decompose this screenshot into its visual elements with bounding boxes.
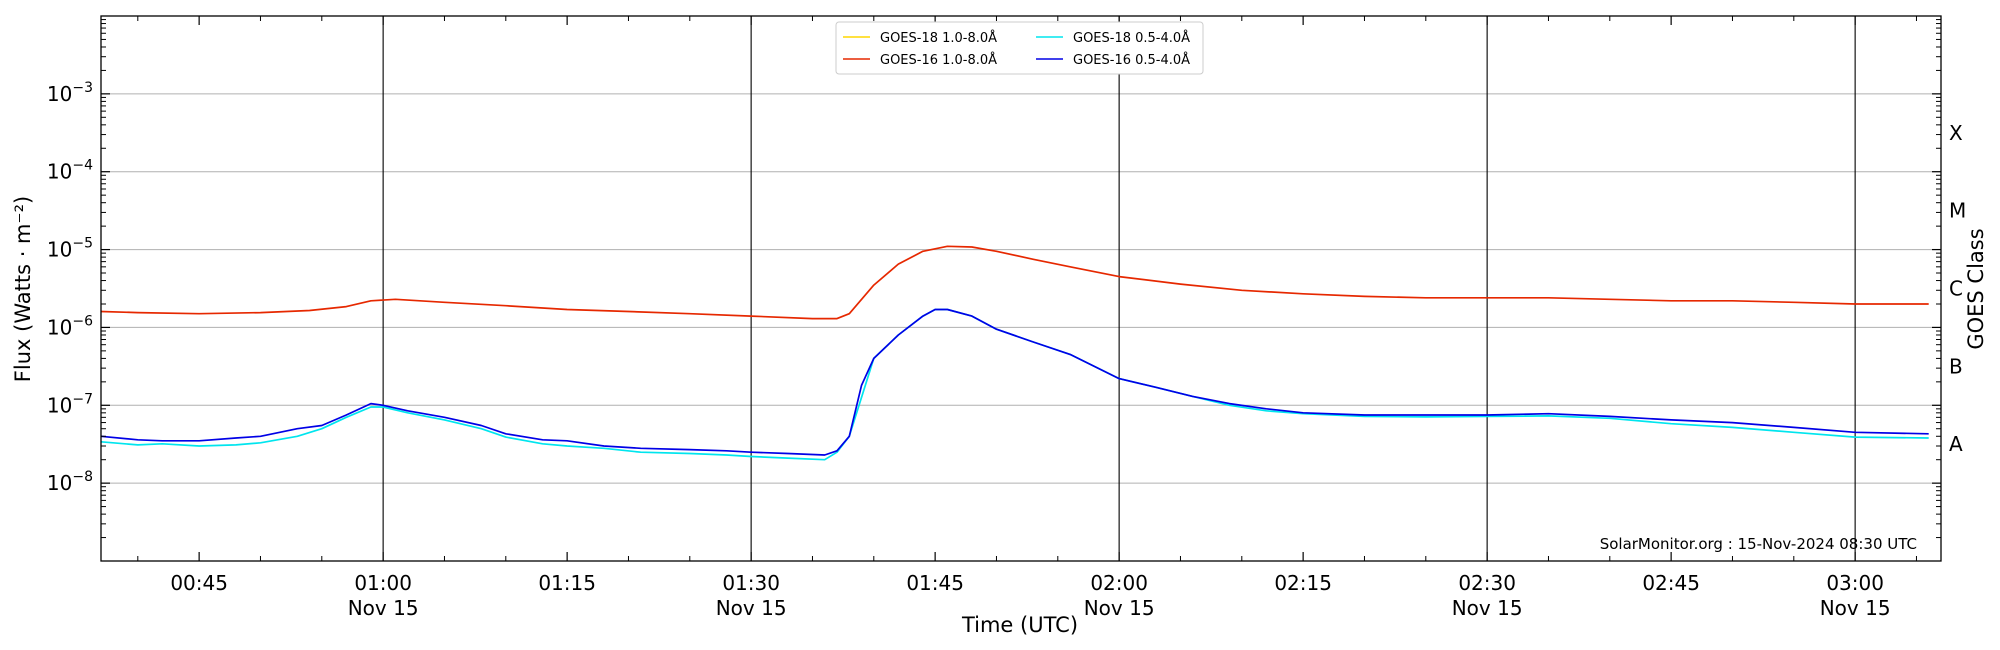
x-tick-date-label: Nov 15 — [1084, 596, 1155, 620]
y2-axis-title: GOES Class — [1964, 228, 1988, 349]
x-tick-label: 01:00 — [354, 571, 412, 595]
x-tick-label: 00:45 — [170, 571, 228, 595]
legend: GOES-18 1.0-8.0Å GOES-16 1.0-8.0Å GOES-1… — [835, 21, 1204, 75]
goes-class-label: A — [1949, 432, 1963, 456]
y-axis-title: Flux (Watts · m⁻²) — [11, 196, 35, 382]
series-line-3 — [100, 308, 1929, 456]
x-tick-date-label: Nov 15 — [716, 596, 787, 620]
grid-layer — [101, 93, 1941, 484]
x-tick-label: 01:15 — [538, 571, 596, 595]
legend-box — [835, 21, 1204, 75]
series-line-1 — [100, 245, 1929, 320]
series-layer — [100, 245, 1929, 461]
x-tick-label: 03:00 — [1826, 571, 1884, 595]
x-tick-label: 02:15 — [1274, 571, 1332, 595]
x-tick-label: 01:30 — [722, 571, 780, 595]
x-tick-label: 02:45 — [1642, 571, 1700, 595]
x-tick-label: 02:30 — [1458, 571, 1516, 595]
legend-label-goes18-long: GOES-18 1.0-8.0Å — [880, 30, 997, 46]
y-tick-label: 10−5 — [47, 236, 93, 262]
x-tick-date-label: Nov 15 — [1452, 596, 1523, 620]
x-tick-date-label: Nov 15 — [1820, 596, 1891, 620]
goes-class-label: C — [1949, 277, 1963, 301]
goes-class-labels: A B C M X — [1949, 121, 1966, 456]
y-tick-label: 10−7 — [47, 391, 93, 417]
y-tick-label: 10−4 — [47, 158, 93, 184]
legend-label-goes18-short: GOES-18 0.5-4.0Å — [1073, 30, 1190, 46]
legend-label-goes16-short: GOES-16 0.5-4.0Å — [1073, 52, 1190, 68]
goes-class-label: M — [1949, 199, 1966, 223]
y-tick-label: 10−6 — [47, 313, 93, 339]
legend-label-goes16-long: GOES-16 1.0-8.0Å — [880, 52, 997, 68]
plot-background — [101, 16, 1941, 561]
x-tick-label: 02:00 — [1090, 571, 1148, 595]
y-tick-label: 10−3 — [47, 80, 93, 106]
credit-text: SolarMonitor.org : 15-Nov-2024 08:30 UTC — [1600, 535, 1917, 553]
goes-class-label: X — [1949, 121, 1963, 145]
x-tick-date-label: Nov 15 — [348, 596, 419, 620]
goes-class-label: B — [1949, 354, 1963, 378]
plot-frame — [100, 15, 1942, 562]
y-axis-ticks: 10−8 10−7 10−6 10−5 10−4 10−3 — [47, 19, 1941, 539]
x-tick-label: 01:45 — [906, 571, 964, 595]
vertical-hour-lines — [382, 16, 1856, 561]
x-axis-title: Time (UTC) — [961, 613, 1078, 637]
y-tick-label: 10−8 — [47, 469, 93, 495]
